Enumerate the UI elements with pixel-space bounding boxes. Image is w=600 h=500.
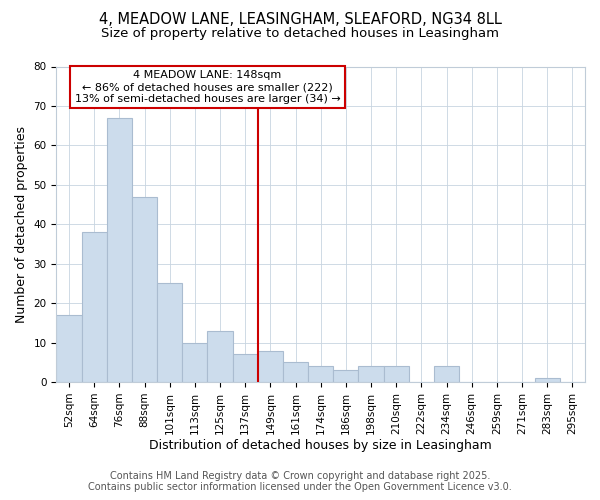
Text: Size of property relative to detached houses in Leasingham: Size of property relative to detached ho… (101, 28, 499, 40)
Bar (233, 354, 258, 382)
Bar (434, 366, 459, 382)
Bar (358, 366, 383, 382)
Bar (383, 366, 409, 382)
Bar (56, 315, 82, 382)
Bar (333, 370, 358, 382)
Bar (208, 331, 233, 382)
Bar (535, 378, 560, 382)
Y-axis label: Number of detached properties: Number of detached properties (15, 126, 28, 323)
Bar (258, 350, 283, 382)
Bar (182, 342, 208, 382)
Bar (157, 284, 182, 382)
Bar (308, 366, 333, 382)
X-axis label: Distribution of detached houses by size in Leasingham: Distribution of detached houses by size … (149, 440, 492, 452)
Text: 4, MEADOW LANE, LEASINGHAM, SLEAFORD, NG34 8LL: 4, MEADOW LANE, LEASINGHAM, SLEAFORD, NG… (98, 12, 502, 28)
Bar (132, 196, 157, 382)
Bar (82, 232, 107, 382)
Text: Contains HM Land Registry data © Crown copyright and database right 2025.
Contai: Contains HM Land Registry data © Crown c… (88, 471, 512, 492)
Text: 4 MEADOW LANE: 148sqm
← 86% of detached houses are smaller (222)
13% of semi-det: 4 MEADOW LANE: 148sqm ← 86% of detached … (74, 70, 340, 104)
Bar (283, 362, 308, 382)
Bar (107, 118, 132, 382)
